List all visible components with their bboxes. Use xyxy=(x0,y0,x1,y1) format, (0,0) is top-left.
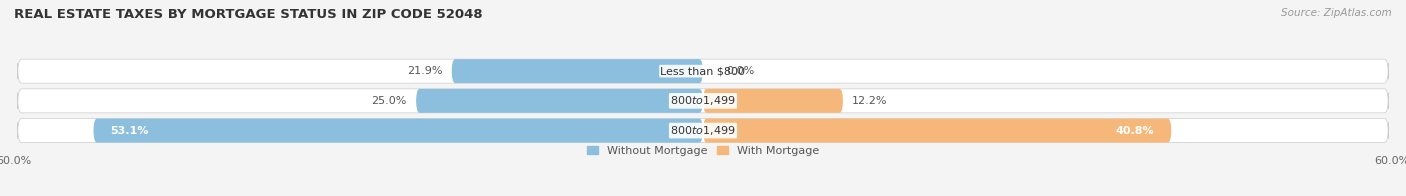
Text: 25.0%: 25.0% xyxy=(371,96,406,106)
Text: 0.0%: 0.0% xyxy=(725,66,754,76)
FancyBboxPatch shape xyxy=(451,59,703,83)
Text: 40.8%: 40.8% xyxy=(1115,126,1154,136)
FancyBboxPatch shape xyxy=(17,119,1389,143)
Text: Source: ZipAtlas.com: Source: ZipAtlas.com xyxy=(1281,8,1392,18)
FancyBboxPatch shape xyxy=(17,89,1389,113)
FancyBboxPatch shape xyxy=(703,89,844,113)
FancyBboxPatch shape xyxy=(17,59,1389,83)
Text: REAL ESTATE TAXES BY MORTGAGE STATUS IN ZIP CODE 52048: REAL ESTATE TAXES BY MORTGAGE STATUS IN … xyxy=(14,8,482,21)
FancyBboxPatch shape xyxy=(93,119,703,143)
FancyBboxPatch shape xyxy=(703,119,1171,143)
Legend: Without Mortgage, With Mortgage: Without Mortgage, With Mortgage xyxy=(588,146,818,156)
FancyBboxPatch shape xyxy=(416,89,703,113)
Text: 53.1%: 53.1% xyxy=(111,126,149,136)
Text: Less than $800: Less than $800 xyxy=(661,66,745,76)
Text: 21.9%: 21.9% xyxy=(406,66,443,76)
Text: $800 to $1,499: $800 to $1,499 xyxy=(671,94,735,107)
Text: 12.2%: 12.2% xyxy=(852,96,887,106)
Text: $800 to $1,499: $800 to $1,499 xyxy=(671,124,735,137)
